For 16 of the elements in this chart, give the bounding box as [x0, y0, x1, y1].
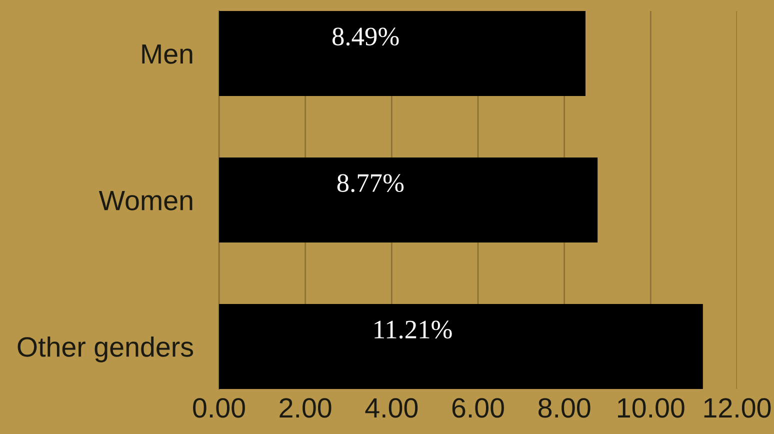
x-tick-label: 6.00	[452, 398, 504, 418]
y-tick-label: Other genders	[18, 336, 194, 362]
data-label: 8.49%	[332, 28, 399, 46]
x-tick-label: 10.00	[618, 398, 684, 418]
y-tick-label: Men	[142, 44, 192, 64]
y-tick-label: Women	[98, 190, 192, 210]
x-tick-label: 4.00	[365, 398, 418, 418]
x-tick-label: 2.00	[280, 398, 332, 418]
data-label: 8.77%	[337, 174, 404, 192]
x-tick-label: 12.00	[704, 398, 771, 418]
x-tick-label: 0.00	[193, 398, 245, 418]
bar	[219, 304, 703, 389]
x-tick-label: 8.00	[538, 398, 590, 418]
data-label: 11.21%	[374, 320, 452, 339]
bar	[219, 11, 586, 96]
bar	[219, 158, 598, 242]
